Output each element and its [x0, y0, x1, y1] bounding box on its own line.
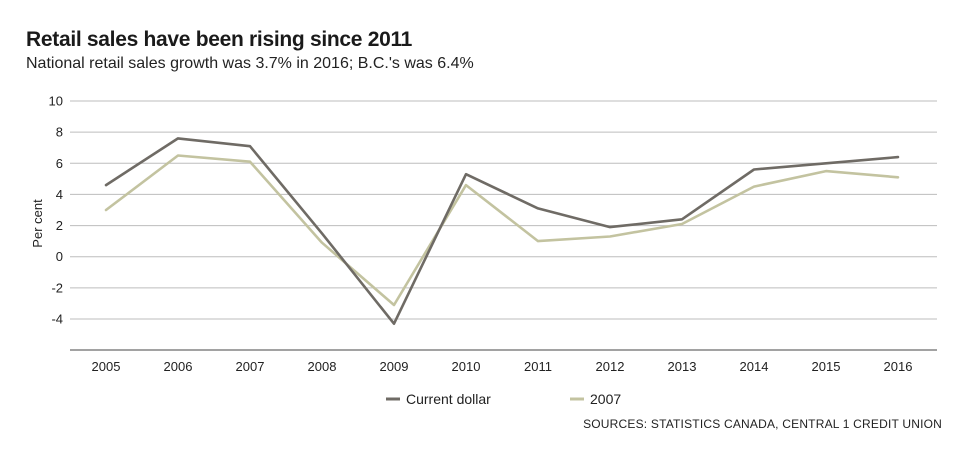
y-tick-label: -2 — [51, 280, 63, 295]
y-tick-label: 2 — [56, 218, 63, 233]
y-tick-label: 8 — [56, 125, 63, 140]
x-tick-label: 2013 — [668, 359, 697, 374]
y-axis-label: Per cent — [30, 199, 45, 248]
x-tick-label: 2011 — [524, 359, 552, 374]
x-tick-label: 2005 — [92, 359, 121, 374]
chart-subtitle: National retail sales growth was 3.7% in… — [26, 55, 474, 72]
x-tick-label: 2016 — [884, 359, 913, 374]
series-line-current-dollar — [104, 137, 900, 326]
y-tick-label: 6 — [56, 156, 63, 171]
chart-title: Retail sales have been rising since 2011 — [26, 28, 413, 51]
y-tick-label: -4 — [51, 312, 63, 327]
x-tick-label: 2010 — [452, 359, 481, 374]
y-tick-label: 4 — [56, 187, 63, 202]
x-tick-label: 2006 — [164, 359, 193, 374]
legend-label: 2007 — [590, 391, 621, 407]
x-tick-label: 2008 — [308, 359, 337, 374]
x-tick-label: 2012 — [596, 359, 625, 374]
source-note: SOURCES: STATISTICS CANADA, CENTRAL 1 CR… — [583, 417, 942, 431]
x-tick-label: 2009 — [380, 359, 409, 374]
y-tick-label: 0 — [56, 249, 63, 264]
x-tick-label: 2007 — [236, 359, 265, 374]
x-tick-label: 2014 — [740, 359, 769, 374]
legend-label: Current dollar — [406, 391, 491, 407]
x-tick-label: 2015 — [812, 359, 841, 374]
y-tick-label: 10 — [49, 94, 63, 109]
series-line-2007 — [104, 154, 900, 307]
